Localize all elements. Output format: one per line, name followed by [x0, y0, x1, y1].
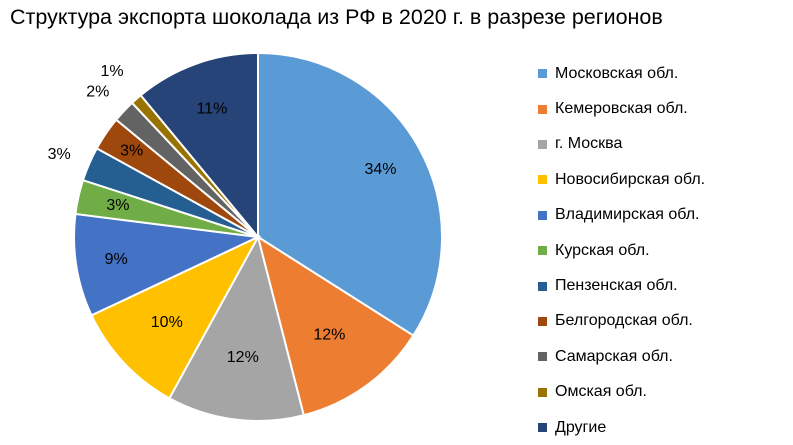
legend-item: Московская обл.: [538, 56, 705, 91]
slice-percent-label: 3%: [106, 197, 129, 214]
pie-labels: 34% 12% 12% 10% 9% 3% 3% 3% 2% 1% 11%: [48, 63, 397, 366]
pie-slice: [256, 234, 415, 417]
legend: Московская обл. Кемеровская обл. г. Москва…: [538, 56, 705, 445]
pie-slice: [257, 51, 443, 337]
legend-swatch: [538, 104, 547, 114]
legend-label: Пензенская обл.: [555, 277, 678, 295]
legend-swatch: [538, 69, 547, 79]
legend-label: Новосибирская обл.: [555, 170, 706, 188]
slice-percent-label: 2%: [86, 84, 109, 101]
legend-swatch: [538, 175, 547, 185]
slice-percent-label: 12%: [227, 349, 259, 366]
legend-item: г. Москва: [538, 127, 705, 162]
legend-label: Самарская обл.: [555, 347, 673, 365]
legend-swatch: [538, 352, 547, 362]
legend-label: Омская обл.: [555, 383, 647, 401]
pie-slice: [139, 51, 259, 240]
slice-percent-label: 10%: [151, 314, 183, 331]
legend-label: Белгородская обл.: [555, 312, 693, 330]
legend-swatch: [538, 139, 547, 149]
slice-percent-label: 11%: [196, 100, 227, 117]
legend-item: Пензенская обл.: [538, 268, 705, 303]
pie-slice: [90, 234, 261, 400]
pie-chart: 34% 12% 12% 10% 9% 3% 3% 3% 2% 1% 11%: [48, 51, 443, 422]
slice-percent-label: 12%: [313, 327, 345, 344]
legend-label: г. Москва: [555, 135, 623, 153]
pie-slices: [73, 51, 443, 422]
legend-swatch: [538, 246, 547, 256]
pie-slice: [73, 212, 262, 317]
slice-percent-label: 3%: [48, 146, 71, 163]
legend-item: Белгородская обл.: [538, 304, 705, 339]
legend-item: Кемеровская обл.: [538, 91, 705, 126]
legend-item: Курская обл.: [538, 233, 705, 268]
legend-label: Кемеровская обл.: [555, 100, 688, 118]
legend-label: Владимирская обл.: [555, 206, 700, 224]
legend-label: Московская обл.: [555, 64, 679, 82]
legend-label: Курская обл.: [555, 241, 650, 259]
legend-item: Другие: [538, 410, 705, 445]
slice-percent-label: 1%: [100, 63, 123, 80]
slice-percent-label: 3%: [120, 143, 143, 160]
legend-swatch: [538, 210, 547, 220]
legend-swatch: [538, 281, 547, 291]
slice-percent-label: 9%: [105, 251, 128, 268]
legend-item: Новосибирская обл.: [538, 162, 705, 197]
chart-title: Структура экспорта шоколада из РФ в 2020…: [10, 5, 663, 29]
legend-item: Самарская обл.: [538, 339, 705, 374]
legend-swatch: [538, 423, 547, 433]
legend-item: Омская обл.: [538, 375, 705, 410]
legend-swatch: [538, 316, 547, 326]
slice-percent-label: 34%: [364, 161, 396, 178]
legend-label: Другие: [555, 418, 607, 436]
pie-slice: [168, 234, 305, 422]
legend-item: Владимирская обл.: [538, 198, 705, 233]
legend-swatch: [538, 387, 547, 397]
